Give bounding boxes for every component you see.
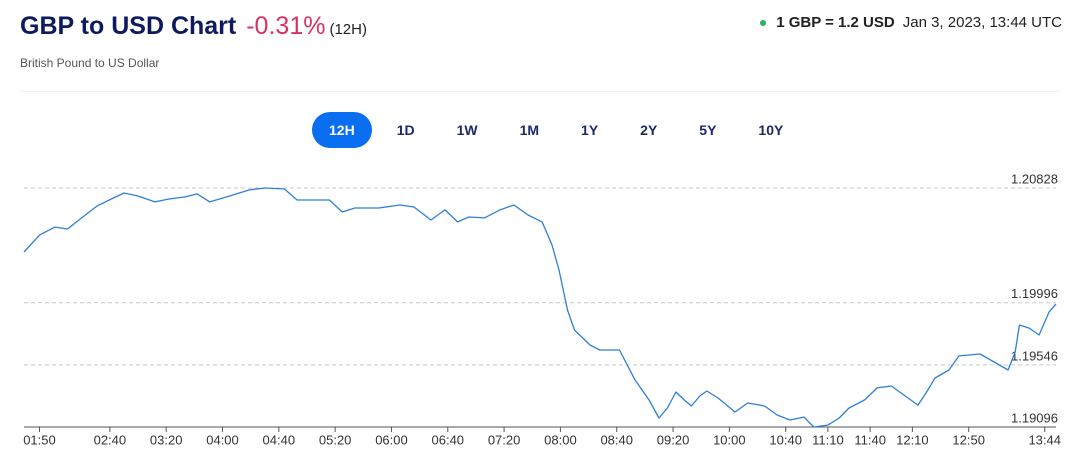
- timestamp: Jan 3, 2023, 13:44 UTC: [902, 14, 1062, 31]
- range-button[interactable]: 1W: [456, 122, 478, 138]
- header-right: 1 GBP = 1.2 USD Jan 3, 2023, 13:44 UTC: [760, 14, 1062, 31]
- range-button[interactable]: 1D: [396, 122, 415, 138]
- separator: [20, 91, 1060, 92]
- x-tick-label: 10:00: [713, 432, 746, 447]
- y-tick-label: 1.19996: [1011, 286, 1058, 301]
- subtitle: British Pound to US Dollar: [20, 56, 160, 70]
- x-tick-label: 10:40: [769, 432, 802, 447]
- x-tick-label: 09:20: [657, 432, 690, 447]
- x-tick-label: 03:20: [150, 432, 183, 447]
- x-tick-label: 13:44: [1028, 432, 1061, 447]
- range-button[interactable]: 12H: [312, 112, 372, 148]
- range-button[interactable]: 2Y: [640, 122, 658, 138]
- x-tick-label: 04:00: [206, 432, 239, 447]
- x-tick-label: 07:20: [488, 432, 521, 447]
- title: GBP to USD Chart: [20, 12, 237, 40]
- y-tick-label: 1.19546: [1011, 348, 1058, 363]
- x-tick-label: 06:00: [375, 432, 408, 447]
- period: (12H): [329, 21, 367, 38]
- x-tick-label: 08:00: [544, 432, 577, 447]
- header-left: GBP to USD Chart -0.31% (12H): [20, 12, 367, 41]
- range-button[interactable]: 10Y: [758, 122, 784, 138]
- x-tick-label: 06:40: [432, 432, 465, 447]
- range-button[interactable]: 5Y: [699, 122, 717, 138]
- status-dot: [760, 19, 767, 26]
- x-tick-label: 02:40: [94, 432, 127, 447]
- x-tick-label: 12:50: [952, 432, 985, 447]
- x-tick-label: 08:40: [600, 432, 633, 447]
- x-tick-label: 11:10: [812, 432, 844, 447]
- y-tick-label: 1.19096: [1011, 410, 1058, 425]
- x-tick-label: 04:40: [263, 432, 296, 447]
- range-button[interactable]: 1M: [519, 122, 540, 138]
- range-button[interactable]: 1Y: [581, 122, 599, 138]
- x-tick-label: 11:40: [854, 432, 886, 447]
- rate: 1 GBP = 1.2 USD: [776, 14, 895, 31]
- y-tick-label: 1.20828: [1011, 171, 1058, 186]
- change: -0.31%: [246, 12, 326, 40]
- x-tick-label: 12:10: [896, 432, 929, 447]
- range-selector: 12H 1D 1W 1M 1Y 2Y 5Y 10Y: [312, 112, 808, 148]
- x-tick-label: 01:50: [23, 432, 56, 447]
- price-line: [23, 187, 1057, 428]
- x-tick-label: 05:20: [319, 432, 352, 447]
